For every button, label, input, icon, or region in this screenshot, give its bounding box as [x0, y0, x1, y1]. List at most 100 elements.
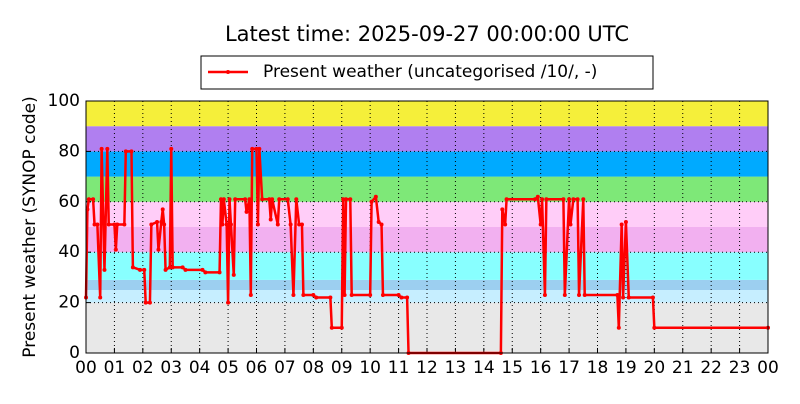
data-point — [254, 146, 259, 151]
data-point — [619, 222, 624, 227]
x-tick-label: 20 — [644, 358, 666, 378]
data-point — [105, 146, 110, 151]
x-tick-label: 13 — [445, 358, 467, 378]
x-tick-label: 07 — [274, 358, 296, 378]
data-point — [217, 270, 222, 275]
data-point — [532, 197, 537, 202]
y-tick-label: 40 — [58, 242, 80, 262]
data-point — [538, 222, 543, 227]
data-point — [562, 293, 567, 298]
background-band — [86, 227, 768, 253]
data-point — [277, 197, 282, 202]
x-tick-label: 06 — [246, 358, 268, 378]
data-point — [260, 197, 265, 202]
data-point — [575, 197, 580, 202]
data-point — [122, 222, 127, 227]
x-tick-label: 00 — [75, 358, 97, 378]
data-point — [115, 222, 120, 227]
data-point — [112, 222, 117, 227]
data-point — [106, 222, 111, 227]
data-point — [142, 267, 147, 272]
legend-label: Present weather (uncategorised /10/, -) — [263, 62, 597, 82]
data-point — [314, 295, 319, 300]
data-point — [626, 295, 631, 300]
data-point — [227, 197, 232, 202]
data-point — [379, 222, 384, 227]
x-tick-label: 15 — [501, 358, 523, 378]
data-point — [255, 222, 260, 227]
data-point — [233, 197, 238, 202]
data-point — [129, 149, 134, 154]
data-point — [231, 272, 236, 277]
data-point — [99, 146, 104, 151]
x-tick-label: 19 — [615, 358, 637, 378]
x-tick-label: 22 — [700, 358, 722, 378]
data-point — [311, 293, 316, 298]
data-point — [380, 293, 385, 298]
data-point — [339, 325, 344, 330]
data-point — [221, 197, 226, 202]
x-tick-label: 02 — [132, 358, 154, 378]
x-tick-label: 10 — [359, 358, 381, 378]
data-point — [535, 194, 540, 199]
data-point — [581, 197, 586, 202]
background-band — [86, 252, 768, 280]
y-tick-label: 80 — [58, 141, 80, 161]
data-point — [540, 197, 545, 202]
x-tick-label: 21 — [672, 358, 694, 378]
data-point — [156, 247, 161, 252]
background-band — [86, 151, 768, 177]
data-point — [220, 222, 225, 227]
data-point — [247, 197, 252, 202]
x-tick-label: 08 — [303, 358, 325, 378]
data-point — [95, 222, 100, 227]
data-point — [244, 209, 249, 214]
x-tick-label: 04 — [189, 358, 211, 378]
data-point — [91, 197, 96, 202]
data-point — [98, 295, 103, 300]
data-point — [349, 293, 354, 298]
background-band — [86, 290, 768, 303]
data-point — [170, 265, 175, 270]
data-point — [248, 293, 253, 298]
x-tick-label: 03 — [160, 358, 182, 378]
data-point — [567, 197, 572, 202]
data-point — [180, 265, 185, 270]
data-point — [369, 199, 374, 204]
legend-box — [200, 55, 654, 90]
x-tick-label: 01 — [104, 358, 126, 378]
data-point — [203, 270, 208, 275]
data-point — [270, 197, 275, 202]
data-point — [92, 222, 97, 227]
data-point — [155, 219, 160, 224]
data-point — [137, 267, 142, 272]
y-axis-label: Present weather (SYNOP code) — [20, 96, 40, 357]
x-tick-label: 14 — [473, 358, 495, 378]
data-point — [159, 219, 164, 224]
data-point — [621, 295, 626, 300]
data-point — [504, 197, 509, 202]
data-point — [224, 222, 229, 227]
data-point — [294, 197, 299, 202]
data-point — [348, 197, 353, 202]
x-tick-label: 17 — [558, 358, 580, 378]
data-point — [342, 293, 347, 298]
data-point — [288, 222, 293, 227]
data-point — [503, 222, 508, 227]
data-point — [123, 149, 128, 154]
x-tick-label: 23 — [729, 358, 751, 378]
data-point — [243, 197, 248, 202]
data-point — [616, 325, 621, 330]
data-point — [568, 222, 573, 227]
x-tick-label: 18 — [587, 358, 609, 378]
data-point — [368, 293, 373, 298]
data-point — [652, 325, 657, 330]
data-point — [162, 222, 167, 227]
data-point — [86, 197, 91, 202]
plot-frame — [85, 100, 769, 354]
data-point — [615, 293, 620, 298]
background-band — [86, 126, 768, 152]
data-point — [113, 247, 118, 252]
x-tick-label: 05 — [217, 358, 239, 378]
data-point — [183, 267, 188, 272]
